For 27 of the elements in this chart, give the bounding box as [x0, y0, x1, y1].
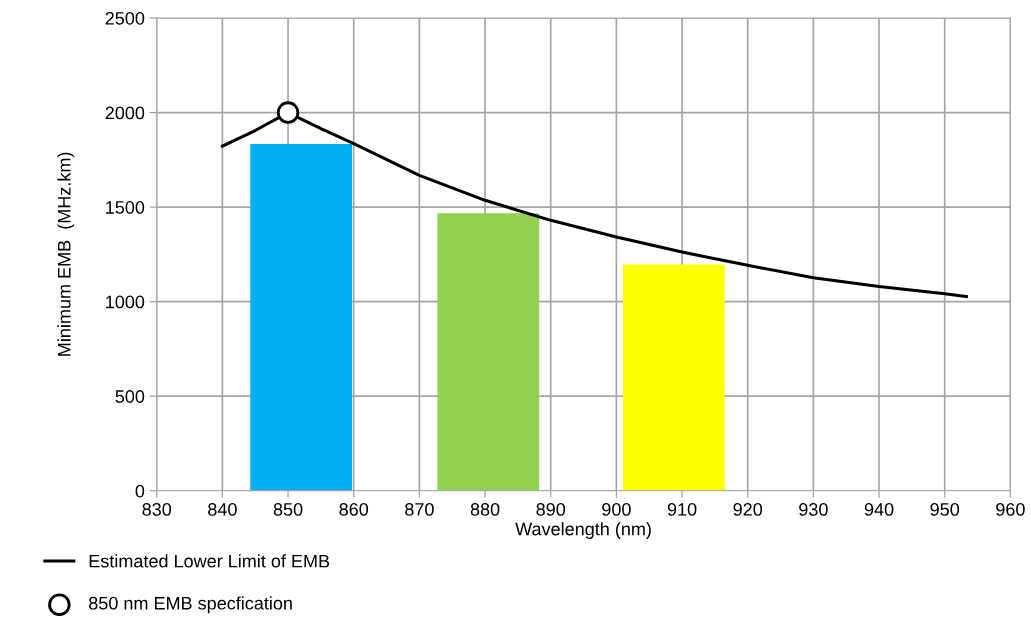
bar	[437, 213, 540, 491]
x-tick-label: 830	[142, 503, 172, 516]
y-tick-label: 2000	[105, 106, 145, 120]
bar	[622, 264, 725, 491]
x-tick-label: 860	[339, 503, 369, 516]
y-tick-label: 500	[115, 390, 145, 403]
y-tick-label: 0	[135, 484, 145, 498]
legend-label: Estimated Lower Limit of EMB	[89, 554, 330, 568]
x-tick-label: 900	[602, 503, 631, 516]
y-tick-label: 1500	[106, 201, 145, 214]
x-tick-label: 930	[799, 503, 828, 516]
x-tick-label: 950	[930, 503, 960, 516]
x-axis-title: Wavelength (nm)	[515, 522, 651, 539]
x-tick-label: 920	[733, 503, 763, 516]
x-tick-label: 870	[405, 503, 434, 516]
y-tick-label: 2500	[105, 11, 145, 25]
x-tick-label: 840	[208, 503, 237, 516]
legend-label: 850 nm EMB specfication	[89, 596, 292, 614]
y-tick-label: 1000	[106, 295, 145, 309]
x-tick-label: 960	[996, 503, 1025, 516]
x-tick-label: 880	[470, 503, 500, 516]
x-tick-label: 890	[536, 503, 566, 516]
bar	[250, 143, 353, 491]
x-tick-label: 940	[864, 503, 894, 516]
x-tick-label: 910	[667, 503, 697, 516]
y-axis-title: Minimum EMB (MHz.km)	[57, 152, 75, 356]
x-tick-label: 850	[273, 503, 303, 516]
